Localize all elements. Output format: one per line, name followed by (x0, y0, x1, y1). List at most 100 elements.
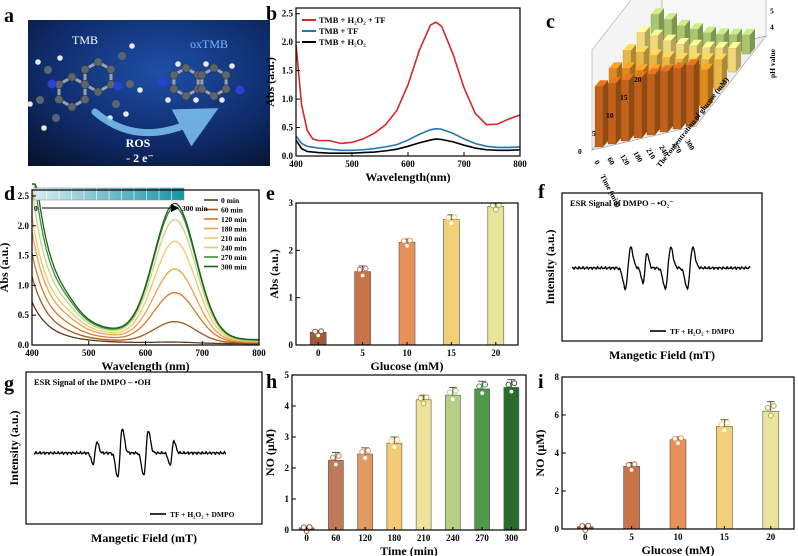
b-ytick-label: 0.0 (282, 151, 294, 161)
i-data-point (770, 403, 777, 409)
c-time-tick: 300 (683, 138, 697, 152)
i-ytick-label: 8 (555, 372, 560, 382)
oxtmb-ring-atom (209, 91, 219, 101)
c-bar-side (708, 63, 713, 108)
panel-f-chart: ESR Signal of DMPO – •O₂⁻ TF + H₂O₂ + DMP… (543, 192, 763, 362)
c-bar-top (647, 68, 660, 75)
c-bar-top (637, 26, 650, 33)
h-bar (357, 453, 373, 531)
h-data-point (476, 383, 483, 390)
d-legend-label: 120 min (221, 215, 247, 224)
h-ytick-label: 1 (285, 494, 290, 504)
d-legend-label: 300 min (221, 263, 247, 272)
h-data-point (391, 444, 398, 451)
tmb-ring-atom (80, 65, 90, 75)
i-data-point (585, 522, 592, 529)
e-ytick-label: 0 (289, 340, 294, 350)
oxtmb-hydrogen-atom (229, 63, 235, 69)
c-bar-top (702, 41, 715, 48)
c-bar-side (694, 59, 699, 127)
i-bar (669, 439, 687, 530)
e-bar (398, 241, 416, 346)
d-xtick-label: 700 (196, 348, 210, 358)
oxtmb-ring-atom (197, 70, 207, 80)
c-bar-top (700, 63, 713, 70)
d-xtick-label: 600 (139, 348, 153, 358)
i-data-point (625, 462, 632, 468)
e-xtick-label: 5 (360, 348, 365, 358)
c-bar-top (714, 53, 727, 60)
d-series-line (32, 183, 260, 341)
h-data-point (446, 389, 453, 396)
b-legend-label: TMB + H₂O₂ + TF (319, 15, 386, 25)
h-xtick-label: 0 (304, 533, 309, 543)
conversion-arrow (91, 108, 219, 147)
h-data-point (452, 387, 459, 394)
c-bar-top (636, 46, 649, 52)
c-bar-top (635, 64, 648, 71)
oxtmb-label: oxTMB (190, 37, 228, 51)
i-ytick-label: 6 (555, 410, 560, 420)
oxtmb-ring-atom (181, 91, 191, 101)
tmb-hydrogen-atom (27, 101, 33, 107)
d-xtick-label: 500 (82, 348, 96, 358)
c-glucose-tick: 0 (578, 147, 582, 156)
e-data-point (312, 328, 319, 335)
e-xtick-label: 10 (403, 348, 413, 358)
c-bar-side (603, 80, 608, 147)
c-time-tick: 60 (605, 156, 617, 167)
panel-e-chart: 0 5 10 15 20 0 1 2 3 Glucose (mM) Abs (a.u.) (267, 198, 519, 373)
d-ytick-label: 0.5 (18, 310, 30, 320)
tmb-nitrogen-atom (47, 79, 57, 89)
i-ytick-label: 0 (555, 524, 560, 534)
i-xtick-label: 5 (629, 532, 634, 542)
b-ytick-label: 2.5 (282, 9, 294, 19)
oxtmb-nitrogen-atom (235, 85, 245, 95)
h-ylabel: NO (μM) (263, 429, 277, 476)
b-xtick-label: 500 (345, 159, 359, 169)
i-data-point (718, 421, 725, 427)
e-data-point (445, 215, 452, 221)
h-data-point (362, 455, 369, 461)
b-xtick-label: 700 (457, 159, 471, 169)
d-xtick-label: 800 (252, 348, 266, 358)
c-bar-top (729, 28, 742, 35)
d-ytick-label: 1.0 (18, 280, 30, 290)
i-data-point (724, 419, 731, 426)
c-time-tick: 180 (631, 150, 645, 164)
h-data-point (388, 438, 395, 444)
h-bar (503, 387, 520, 531)
c-zlabel: pH value (768, 48, 777, 78)
panel-letter-c: c (546, 11, 555, 33)
panel-letter-f: f (538, 181, 545, 203)
c-glucose-tick: 5 (592, 129, 596, 138)
e-ytick-label: 3 (289, 198, 294, 208)
b-ytick-label: 1.0 (282, 94, 294, 104)
c-bar-top (686, 59, 699, 66)
panel-a: a TMB oxTMB ROS - 2 e⁻ (4, 5, 270, 166)
tmb-hydrogen-atom (41, 125, 47, 131)
c-bar-top (690, 23, 703, 30)
d-xtick-label: 400 (25, 348, 39, 358)
h-data-point (449, 396, 456, 403)
panel-letter-i: i (538, 371, 544, 393)
c-bar-top (621, 74, 634, 81)
c-bar-front (727, 47, 737, 73)
c-bar-top (663, 34, 676, 41)
c-bar-top (701, 53, 714, 60)
i-bar (716, 426, 733, 530)
i-xtick-label: 0 (583, 532, 588, 542)
d-xlabel: Wavelength (nm) (101, 359, 189, 373)
tmb-nitrogen-atom (113, 81, 123, 91)
tmb-methyl-atom (52, 114, 60, 122)
c-bar-front (594, 86, 604, 148)
c-bar-side (629, 74, 634, 141)
e-data-point (492, 206, 499, 213)
c-bar-side (642, 71, 647, 138)
c-z-tick: 4 (770, 23, 774, 32)
i-data-point (631, 461, 638, 468)
f-axes-frame (561, 192, 763, 342)
d-series-line (31, 276, 260, 344)
panel-letter-a: a (4, 5, 14, 27)
